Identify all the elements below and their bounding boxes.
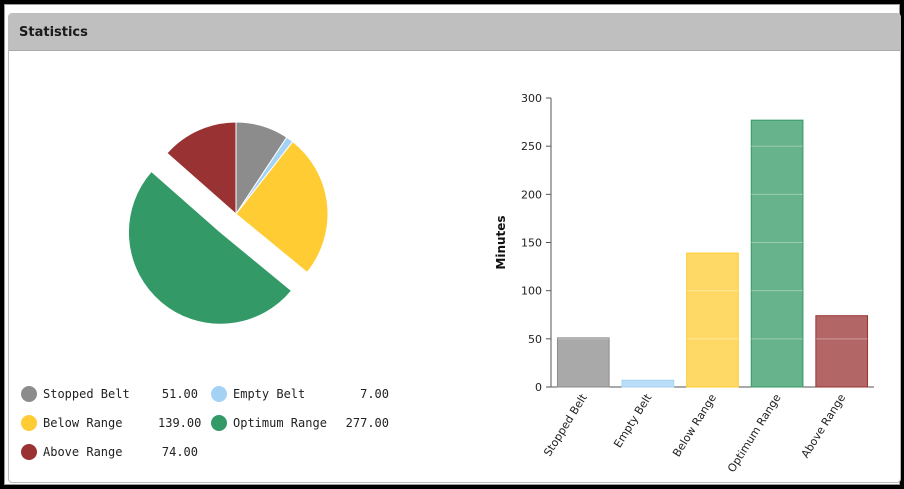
pie-slice-optimum-range[interactable] <box>128 170 293 325</box>
legend-swatch <box>211 415 227 431</box>
bar-above-range[interactable] <box>815 315 869 388</box>
y-tick-label: 300 <box>521 92 542 105</box>
bar-rect[interactable] <box>815 315 869 388</box>
legend-item-stopped-belt: Stopped Belt 51.00 <box>21 384 198 404</box>
pie-slice-above-range[interactable] <box>166 121 237 216</box>
legend-label: Below Range <box>43 416 123 430</box>
legend-value: 51.00 <box>161 387 198 401</box>
bar-rect[interactable] <box>556 337 610 388</box>
x-tick-label: Optimum Range <box>725 392 784 475</box>
legend-value: 74.00 <box>161 445 198 459</box>
bar-rect[interactable] <box>686 252 739 388</box>
legend-item-below-range: Below Range 139.00 <box>21 413 202 433</box>
y-tick-label: 250 <box>521 140 542 153</box>
pie-slice-below-range[interactable] <box>235 140 329 274</box>
legend-label: Optimum Range <box>233 416 327 430</box>
y-tick-label: 150 <box>521 237 542 250</box>
legend-swatch <box>21 415 37 431</box>
panel-header: Statistics <box>9 14 900 51</box>
y-tick-label: 100 <box>521 285 542 298</box>
legend-item-optimum-range: Optimum Range 277.00 <box>211 413 389 433</box>
legend-swatch <box>211 386 227 402</box>
bar-chart: 0 50 100 150 200 250 300 Minutes Stopped Belt Emp… <box>494 92 874 475</box>
legend-value: 7.00 <box>360 387 389 401</box>
legend-label: Empty Belt <box>233 387 306 401</box>
statistics-panel: Statistics 0 50 100 150 200 250 300 Minutes Stop… <box>8 13 901 483</box>
legend-swatch <box>21 386 37 402</box>
y-tick-label: 50 <box>528 333 542 346</box>
bar-optimum-range[interactable] <box>750 119 804 388</box>
x-tick-label: Below Range <box>670 392 719 460</box>
bar-below-range[interactable] <box>686 252 739 388</box>
legend-value: 277.00 <box>345 416 389 430</box>
legend-label: Stopped Belt <box>43 387 130 401</box>
y-tick-label: 0 <box>535 381 542 394</box>
window-frame: Statistics 0 50 100 150 200 250 300 Minutes Stop… <box>4 4 901 485</box>
x-tick-label: Above Range <box>799 392 849 461</box>
bar-empty-belt[interactable] <box>621 379 675 388</box>
legend-label: Above Range <box>43 445 123 459</box>
bar-stopped-belt[interactable] <box>556 337 610 388</box>
legend-swatch <box>21 444 37 460</box>
x-tick-label: Empty Belt <box>611 391 655 450</box>
y-tick-label: 200 <box>521 188 542 201</box>
bar-rect[interactable] <box>621 379 675 388</box>
x-tick-label: Stopped Belt <box>541 391 590 459</box>
panel-title: Statistics <box>19 24 88 40</box>
legend-item-above-range: Above Range 74.00 <box>21 442 198 462</box>
legend-value: 139.00 <box>158 416 202 430</box>
pie-chart <box>128 121 329 325</box>
y-axis-label: Minutes <box>494 215 508 269</box>
legend-item-empty-belt: Empty Belt 7.00 <box>211 384 389 404</box>
bar-rect[interactable] <box>750 119 804 388</box>
